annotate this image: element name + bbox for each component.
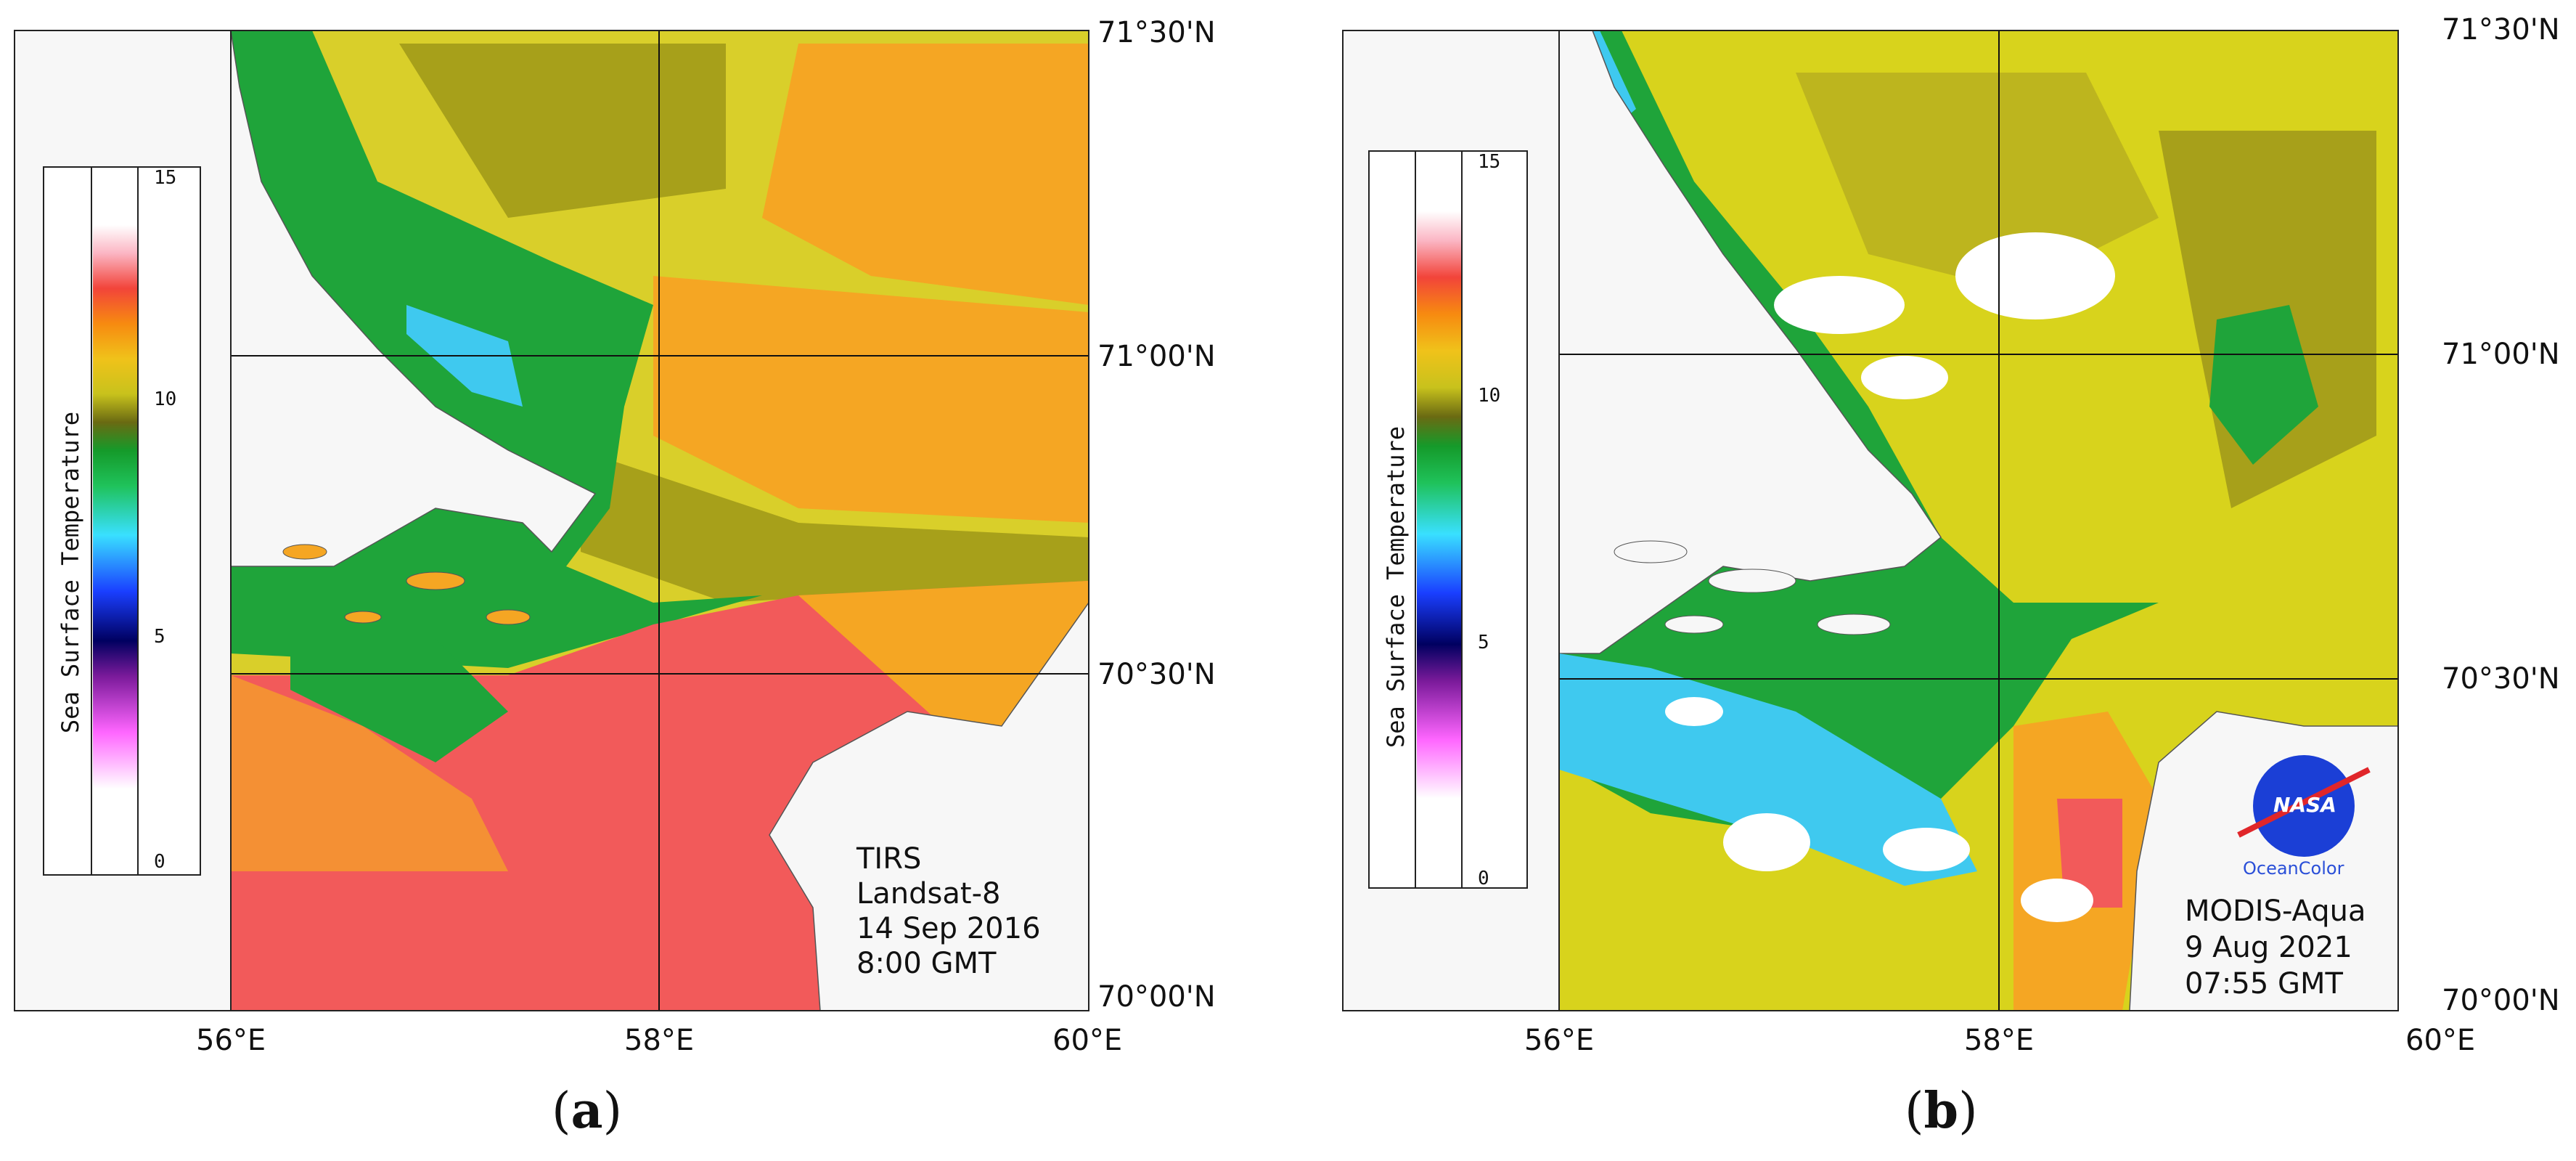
colorbar-tick: 10 — [154, 388, 177, 410]
coastline-land-west — [230, 30, 597, 567]
olive-patch — [399, 44, 726, 218]
panel-caption: (b) — [1905, 1082, 1978, 1140]
sensor-line: Landsat-8 — [856, 877, 1001, 911]
colorbar-tick: 5 — [1478, 632, 1489, 653]
sensor-line: 9 Aug 2021 — [2185, 931, 2352, 964]
orange-inflow-sw — [231, 675, 508, 871]
islands-b — [1614, 540, 1891, 635]
sensor-line: 07:55 GMT — [2185, 967, 2343, 1001]
panel-b: Sea Surface Temperature 15 10 5 0 71°30'… — [1288, 0, 2576, 1161]
lat-label: 71°00'N — [2442, 338, 2560, 371]
lat-label: 71°30'N — [2442, 13, 2560, 46]
lat-label: 70°00'N — [2442, 984, 2560, 1017]
lon-label: 56°E — [196, 1024, 266, 1057]
warm-band-central — [653, 276, 1089, 523]
colorbar-gradient — [1417, 152, 1462, 887]
colorbar-tick: 10 — [1478, 385, 1501, 407]
warm-eddy-north — [762, 44, 1089, 305]
cold-cyan-sw — [1559, 653, 1977, 886]
green-plume-south — [290, 639, 508, 762]
sensor-line: 14 Sep 2016 — [856, 912, 1041, 945]
green-eddy-east — [2209, 305, 2318, 465]
colorbar-title: Sea Surface Temperature — [57, 411, 84, 733]
islands-a — [282, 544, 531, 625]
lon-label: 58°E — [624, 1024, 695, 1057]
sensor-line: 8:00 GMT — [856, 947, 997, 980]
nasa-logo-word: NASA — [2273, 793, 2336, 817]
sensor-line: TIRS — [856, 842, 922, 876]
colorbar-tick: 0 — [1478, 868, 1489, 889]
lat-label: 70°30'N — [1097, 658, 1216, 691]
lon-label: 60°E — [2405, 1024, 2476, 1057]
colorbar-gradient — [93, 168, 138, 873]
lat-label: 70°30'N — [2442, 662, 2560, 696]
panel-b-graphic — [1342, 30, 2399, 1011]
sensor-line: MODIS-Aqua — [2185, 895, 2366, 928]
lat-label: 71°00'N — [1097, 340, 1216, 373]
lon-label: 60°E — [1052, 1024, 1123, 1057]
olive-band — [581, 450, 1089, 603]
colorbar-tick: 0 — [154, 851, 165, 873]
olive-swirl — [1796, 73, 2159, 290]
colorbar-tick: 15 — [1478, 151, 1501, 173]
nasa-swoosh — [2237, 767, 2371, 838]
cold-coastal-current — [1559, 30, 2159, 835]
warm-orange-east — [798, 581, 1089, 726]
lat-label: 71°30'N — [1097, 16, 1216, 49]
nasa-logo-subtitle: OceanColor — [2243, 858, 2344, 879]
warm-red-se — [2057, 799, 2122, 908]
colorbar-title: Sea Surface Temperature — [1382, 425, 1410, 748]
cloud-mask — [1665, 232, 2115, 922]
colorbar-tick: 15 — [154, 167, 177, 189]
colorbar-tick: 5 — [154, 626, 165, 648]
panel-a: Sea Surface Temperature 15 10 5 0 71°30'… — [14, 16, 1216, 1140]
lat-label: 70°00'N — [1097, 980, 1216, 1014]
panel-a-graphic — [14, 30, 1089, 1011]
lon-label: 58°E — [1964, 1024, 2035, 1057]
panel-caption: (a) — [552, 1082, 623, 1140]
lon-label: 56°E — [1524, 1024, 1595, 1057]
nasa-logo-icon — [2253, 755, 2355, 857]
coastline-land-west — [1558, 30, 1942, 654]
